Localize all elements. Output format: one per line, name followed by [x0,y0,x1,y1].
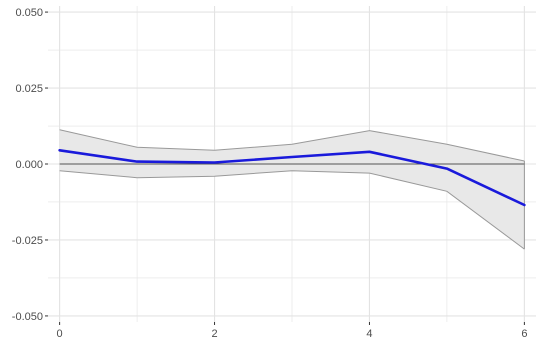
x-tick-label: 0 [57,328,63,340]
estimate-line [58,149,526,207]
upper-bound-line [59,129,525,162]
y-tick-label: -0.025 [12,235,43,247]
x-tick-label: 6 [521,328,527,340]
x-tick-label: 2 [211,328,217,340]
y-tick-label: -0.050 [12,311,43,323]
series-line-layer [58,149,526,207]
y-tick-label: 0.050 [15,7,43,19]
y-tick-label: 0.025 [15,83,43,95]
x-tick-label: 4 [366,328,372,340]
y-tick-label: 0.000 [15,159,43,171]
x-axis-ticks: 0 2 4 6 [57,322,527,340]
lower-bound-line [59,170,525,250]
y-axis-ticks: -0.050 -0.025 0.000 0.025 0.050 [12,7,48,323]
